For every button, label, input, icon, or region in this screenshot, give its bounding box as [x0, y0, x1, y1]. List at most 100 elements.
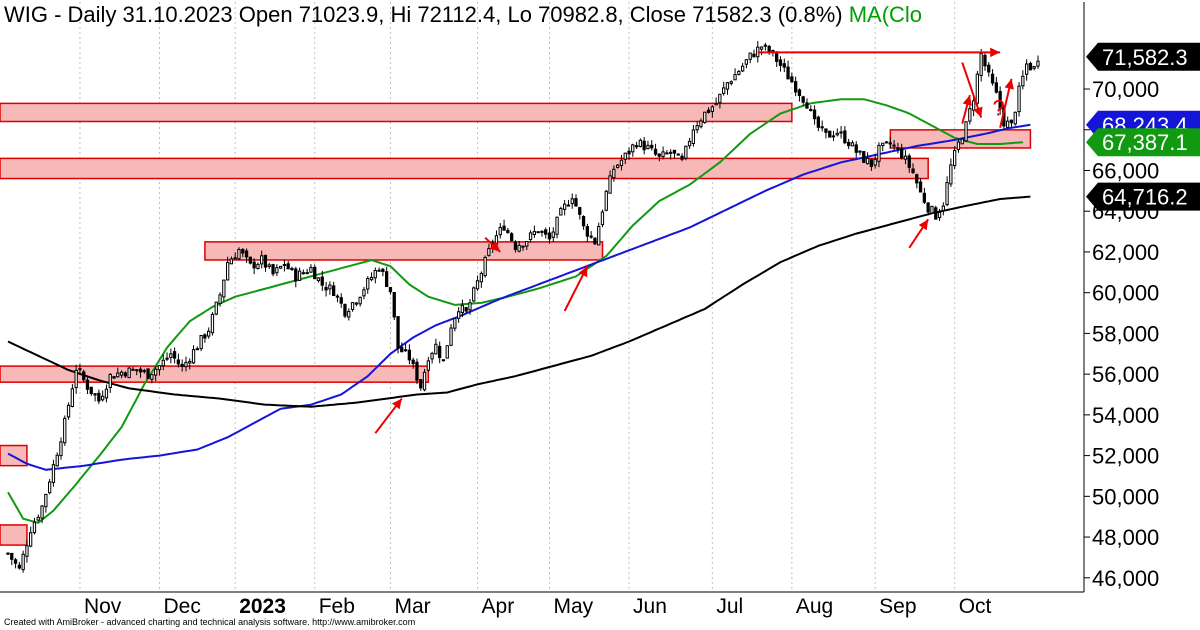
candle-body: [256, 263, 260, 269]
candle-body: [593, 237, 597, 245]
candle-body: [616, 164, 620, 168]
candle-body: [563, 203, 567, 210]
candle-body: [691, 129, 696, 144]
candle-body: [801, 96, 805, 103]
candle-body: [797, 89, 802, 97]
candle-body: [388, 287, 393, 293]
candle-body: [146, 368, 150, 379]
candle-body: [78, 368, 82, 371]
candle-body: [381, 268, 385, 272]
candle-body: [578, 207, 582, 215]
candle-body: [116, 372, 120, 378]
candle-body: [475, 280, 480, 290]
candle-body: [36, 516, 40, 521]
price-tag: 71,582.3: [1086, 42, 1200, 71]
candle-body: [241, 249, 245, 254]
y-tick-label: 66,000: [1092, 158, 1159, 183]
candle-body: [597, 226, 601, 246]
candle-body: [729, 81, 733, 84]
candle-body: [983, 54, 987, 67]
candle-body: [305, 272, 309, 275]
candle-body: [794, 81, 798, 93]
candle-body: [900, 148, 904, 159]
candle-body: [510, 233, 514, 241]
annotation-arrow-head: [990, 47, 1001, 58]
candle-body: [839, 131, 843, 134]
candle-body: [850, 142, 855, 147]
candle-body: [498, 227, 502, 236]
candle-body: [915, 174, 919, 184]
candle-body: [858, 150, 862, 153]
candle-body: [767, 45, 771, 53]
candle-body: [703, 111, 707, 123]
candle-body: [665, 152, 669, 155]
candle-body: [521, 245, 525, 248]
y-tick-label: 70,000: [1092, 77, 1159, 102]
y-tick-label: 48,000: [1092, 525, 1159, 550]
candle-body: [581, 216, 586, 227]
y-tick-label: 60,000: [1092, 281, 1159, 306]
candle-body: [763, 44, 768, 47]
candle-body: [1036, 60, 1040, 67]
candle-body: [831, 135, 836, 138]
x-tick-label: Oct: [959, 595, 992, 618]
candle-body: [70, 388, 74, 407]
candle-body: [366, 278, 370, 290]
candle-body: [127, 367, 131, 379]
candle-body: [669, 151, 673, 154]
candle-body: [778, 59, 783, 66]
candle-body: [138, 368, 143, 373]
candle-body: [93, 393, 97, 396]
candle-body: [210, 313, 215, 334]
candle-body: [400, 346, 404, 353]
candle-body: [752, 53, 756, 58]
candle-body: [104, 388, 109, 399]
candle-body: [252, 261, 256, 269]
candle-body: [759, 46, 764, 50]
candle-body: [710, 106, 715, 112]
candle-body: [191, 349, 196, 364]
candle-body: [419, 379, 423, 389]
candle-body: [316, 277, 321, 282]
candle-body: [218, 294, 222, 304]
candle-body: [195, 348, 199, 351]
annotation-arrow-head: [489, 241, 501, 252]
candle-body: [309, 266, 313, 273]
candle-body: [1021, 75, 1025, 87]
candle-body: [279, 265, 283, 269]
x-tick-label: 2023: [239, 595, 286, 618]
candle-body: [824, 128, 828, 133]
candle-body: [313, 266, 317, 280]
candle-body: [551, 231, 555, 238]
candle-body: [998, 91, 1002, 110]
candle-body: [532, 231, 537, 236]
candle-body: [301, 272, 306, 275]
candle-body: [896, 147, 900, 150]
candle-body: [968, 108, 972, 122]
candle-body: [407, 349, 412, 361]
candle-body: [55, 454, 59, 467]
candle-body: [990, 73, 995, 84]
candle-body: [385, 271, 389, 288]
candle-body: [123, 372, 127, 377]
candle-body: [112, 376, 116, 379]
x-tick-label: Jun: [633, 595, 667, 618]
candle-body: [119, 371, 124, 376]
candle-body: [540, 230, 544, 233]
candle-body: [286, 263, 290, 270]
candle-body: [483, 257, 487, 277]
moving-average-green: [7, 98, 1023, 524]
candle-body: [457, 311, 461, 319]
candle-body: [725, 82, 730, 90]
price-zone: [0, 157, 929, 180]
candle-body: [472, 287, 476, 302]
x-tick-label: Apr: [482, 595, 515, 618]
moving-averages: [7, 98, 1031, 524]
annotation-arrow-head: [1004, 78, 1014, 90]
candle-body: [199, 335, 203, 350]
candle-body: [260, 255, 264, 265]
candle-body: [320, 276, 324, 286]
price-tag-bg: [1086, 128, 1200, 157]
candle-body: [184, 361, 188, 368]
